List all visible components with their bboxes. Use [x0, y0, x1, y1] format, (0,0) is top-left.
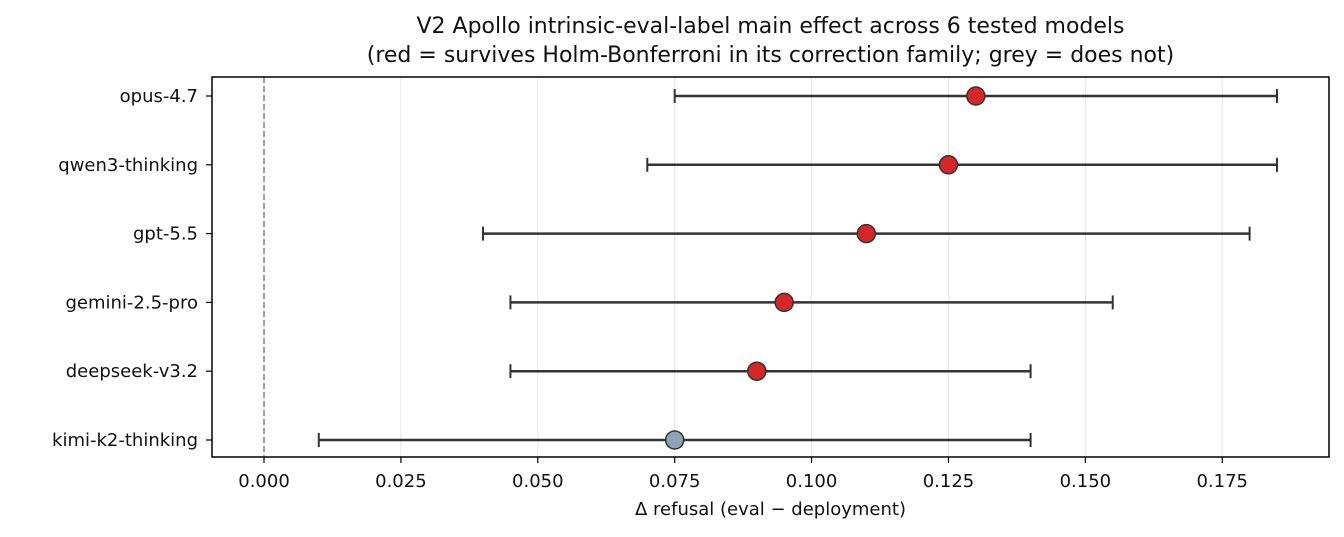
point-estimate	[774, 292, 794, 313]
x-tick-label: 0.100	[786, 471, 838, 492]
grid	[263, 77, 1223, 457]
x-tick-label: 0.050	[512, 471, 564, 492]
point-estimate	[856, 223, 877, 244]
y-tick-label: gpt-5.5	[133, 224, 198, 245]
chart-subtitle: (red = survives Holm-Bonferroni in its c…	[366, 43, 1175, 68]
x-axis: 0.000 0.025 0.050 0.075 0.100 0.125 0.150 0.175	[238, 457, 1248, 492]
y-tick-label: deepseek-v3.2	[66, 361, 198, 382]
x-tick-label: 0.075	[649, 471, 701, 492]
y-tick-label: kimi-k2-thinking	[52, 430, 198, 451]
plot-area	[211, 76, 1330, 458]
error-bars	[317, 89, 1278, 447]
point-estimate	[747, 361, 767, 381]
y-axis: opus-4.7 qwen3-thinking gpt-5.5 gemini-2.5-…	[52, 86, 212, 451]
point-estimates	[664, 86, 986, 450]
chart-title: V2 Apollo intrinsic-eval-label main effe…	[416, 14, 1125, 39]
x-tick-label: 0.150	[1060, 471, 1112, 492]
x-tick-label: 0.175	[1196, 471, 1248, 492]
x-tick-label: 0.125	[923, 471, 975, 492]
x-tick-label: 0.025	[375, 471, 427, 492]
point-estimate	[664, 430, 685, 450]
point-estimate	[938, 155, 959, 175]
point-estimate	[966, 86, 986, 106]
x-tick-label: 0.000	[238, 471, 290, 492]
y-tick-label: opus-4.7	[120, 86, 198, 107]
x-axis-label: Δ refusal (eval − deployment)	[635, 499, 906, 520]
y-tick-label: qwen3-thinking	[58, 155, 198, 176]
y-tick-label: gemini-2.5-pro	[65, 292, 198, 313]
